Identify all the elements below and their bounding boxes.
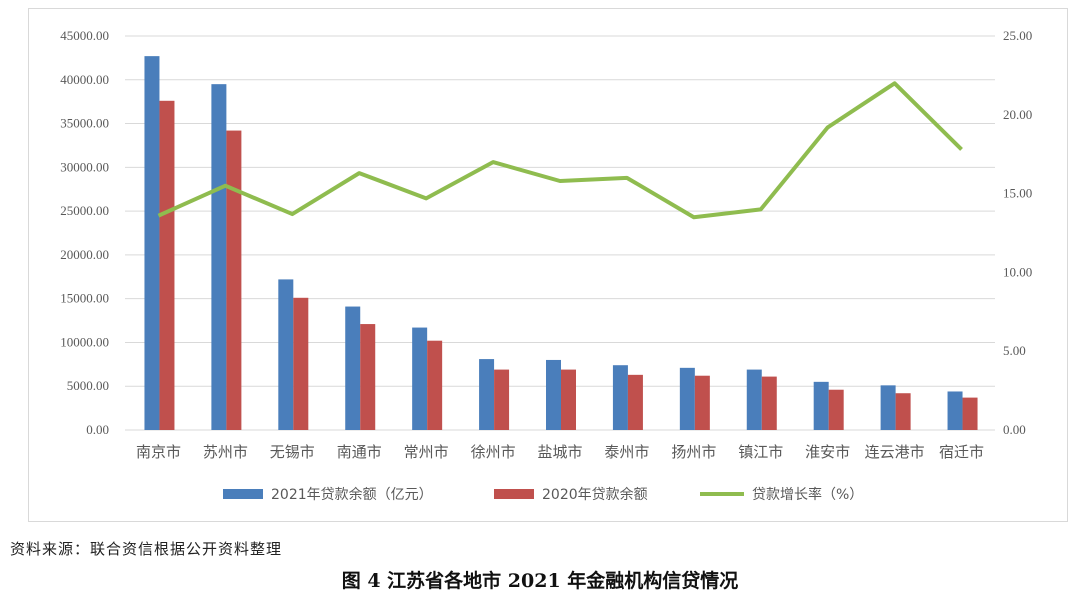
growth-rate-line — [157, 81, 963, 220]
y-right-tick-label: 0.00 — [1003, 422, 1026, 437]
y-left-tick-label: 40000.00 — [60, 72, 109, 87]
bar-2021 — [546, 359, 561, 430]
bar-2021 — [612, 365, 628, 430]
y-right-tick-label: 20.00 — [1003, 107, 1032, 122]
bar-2020 — [561, 369, 576, 430]
figure-caption: 图 4 江苏省各地市 2021 年金融机构信贷情况 — [341, 570, 739, 592]
x-category-label: 盐城市 — [537, 443, 582, 461]
chart-frame — [28, 8, 1068, 522]
x-category-label: 苏州市 — [203, 443, 248, 461]
legend-swatch — [494, 489, 534, 499]
bar-2021 — [947, 391, 963, 430]
bar-2021 — [412, 327, 428, 430]
bar-2021 — [278, 279, 294, 430]
y-left-tick-label: 30000.00 — [60, 159, 109, 174]
bar-2020 — [293, 297, 309, 430]
bar-2021 — [345, 306, 361, 430]
x-category-label: 泰州市 — [604, 443, 649, 461]
y-right-tick-label: 10.00 — [1003, 264, 1032, 279]
source-note: 资料来源：联合资信根据公开资料整理 — [10, 540, 283, 558]
bar-2021 — [479, 359, 495, 430]
bar-2020 — [828, 389, 844, 430]
x-category-label: 扬州市 — [671, 443, 716, 461]
y-right-tick-label: 5.00 — [1003, 343, 1026, 358]
y-left-tick-label: 0.00 — [86, 422, 109, 437]
y-left-tick-label: 5000.00 — [67, 378, 109, 393]
bar-2020 — [895, 393, 911, 430]
bar-2020 — [159, 100, 175, 431]
bar-2021 — [880, 385, 896, 430]
y-left-tick-label: 45000.00 — [60, 28, 109, 43]
bar-2021 — [746, 369, 762, 430]
x-category-label: 南京市 — [136, 443, 181, 461]
x-category-label: 镇江市 — [738, 443, 783, 461]
y-left-tick-label: 10000.00 — [60, 334, 109, 349]
legend-label: 2020年贷款余额 — [542, 486, 648, 503]
y-left-tick-label: 15000.00 — [60, 291, 109, 306]
legend-label: 贷款增长率（%） — [752, 486, 863, 503]
legend-label: 2021年贷款余额（亿元） — [271, 486, 433, 503]
y-left-tick-label: 25000.00 — [60, 203, 109, 218]
bar-2021 — [813, 381, 829, 430]
x-category-label: 连云港市 — [865, 443, 925, 461]
x-category-label: 淮安市 — [805, 443, 850, 461]
bar-2020 — [360, 324, 376, 430]
x-category-label: 南通市 — [337, 443, 382, 461]
bar-2021 — [211, 84, 227, 431]
bar-2021 — [679, 367, 695, 430]
bar-2020 — [694, 375, 710, 430]
y-right-tick-label: 15.00 — [1003, 186, 1032, 201]
bar-2021 — [144, 56, 160, 430]
y-left-tick-label: 35000.00 — [60, 116, 109, 131]
bar-2020 — [627, 374, 643, 430]
legend-swatch — [223, 489, 263, 499]
bar-2020 — [494, 369, 510, 430]
combo-chart: 0.00 5000.00 10000.00 15000.00 20000.00 25000… — [60, 28, 1032, 503]
bar-2020 — [427, 340, 443, 430]
y-left-tick-label: 20000.00 — [60, 247, 109, 262]
x-category-label: 常州市 — [404, 443, 449, 461]
bar-2020 — [962, 397, 978, 430]
bar-2020 — [226, 130, 242, 430]
x-category-label: 徐州市 — [471, 443, 516, 461]
bar-2020 — [761, 376, 777, 430]
y-right-tick-label: 25.00 — [1003, 28, 1032, 43]
x-category-label: 无锡市 — [270, 443, 315, 461]
x-category-label: 宿迁市 — [939, 443, 984, 461]
